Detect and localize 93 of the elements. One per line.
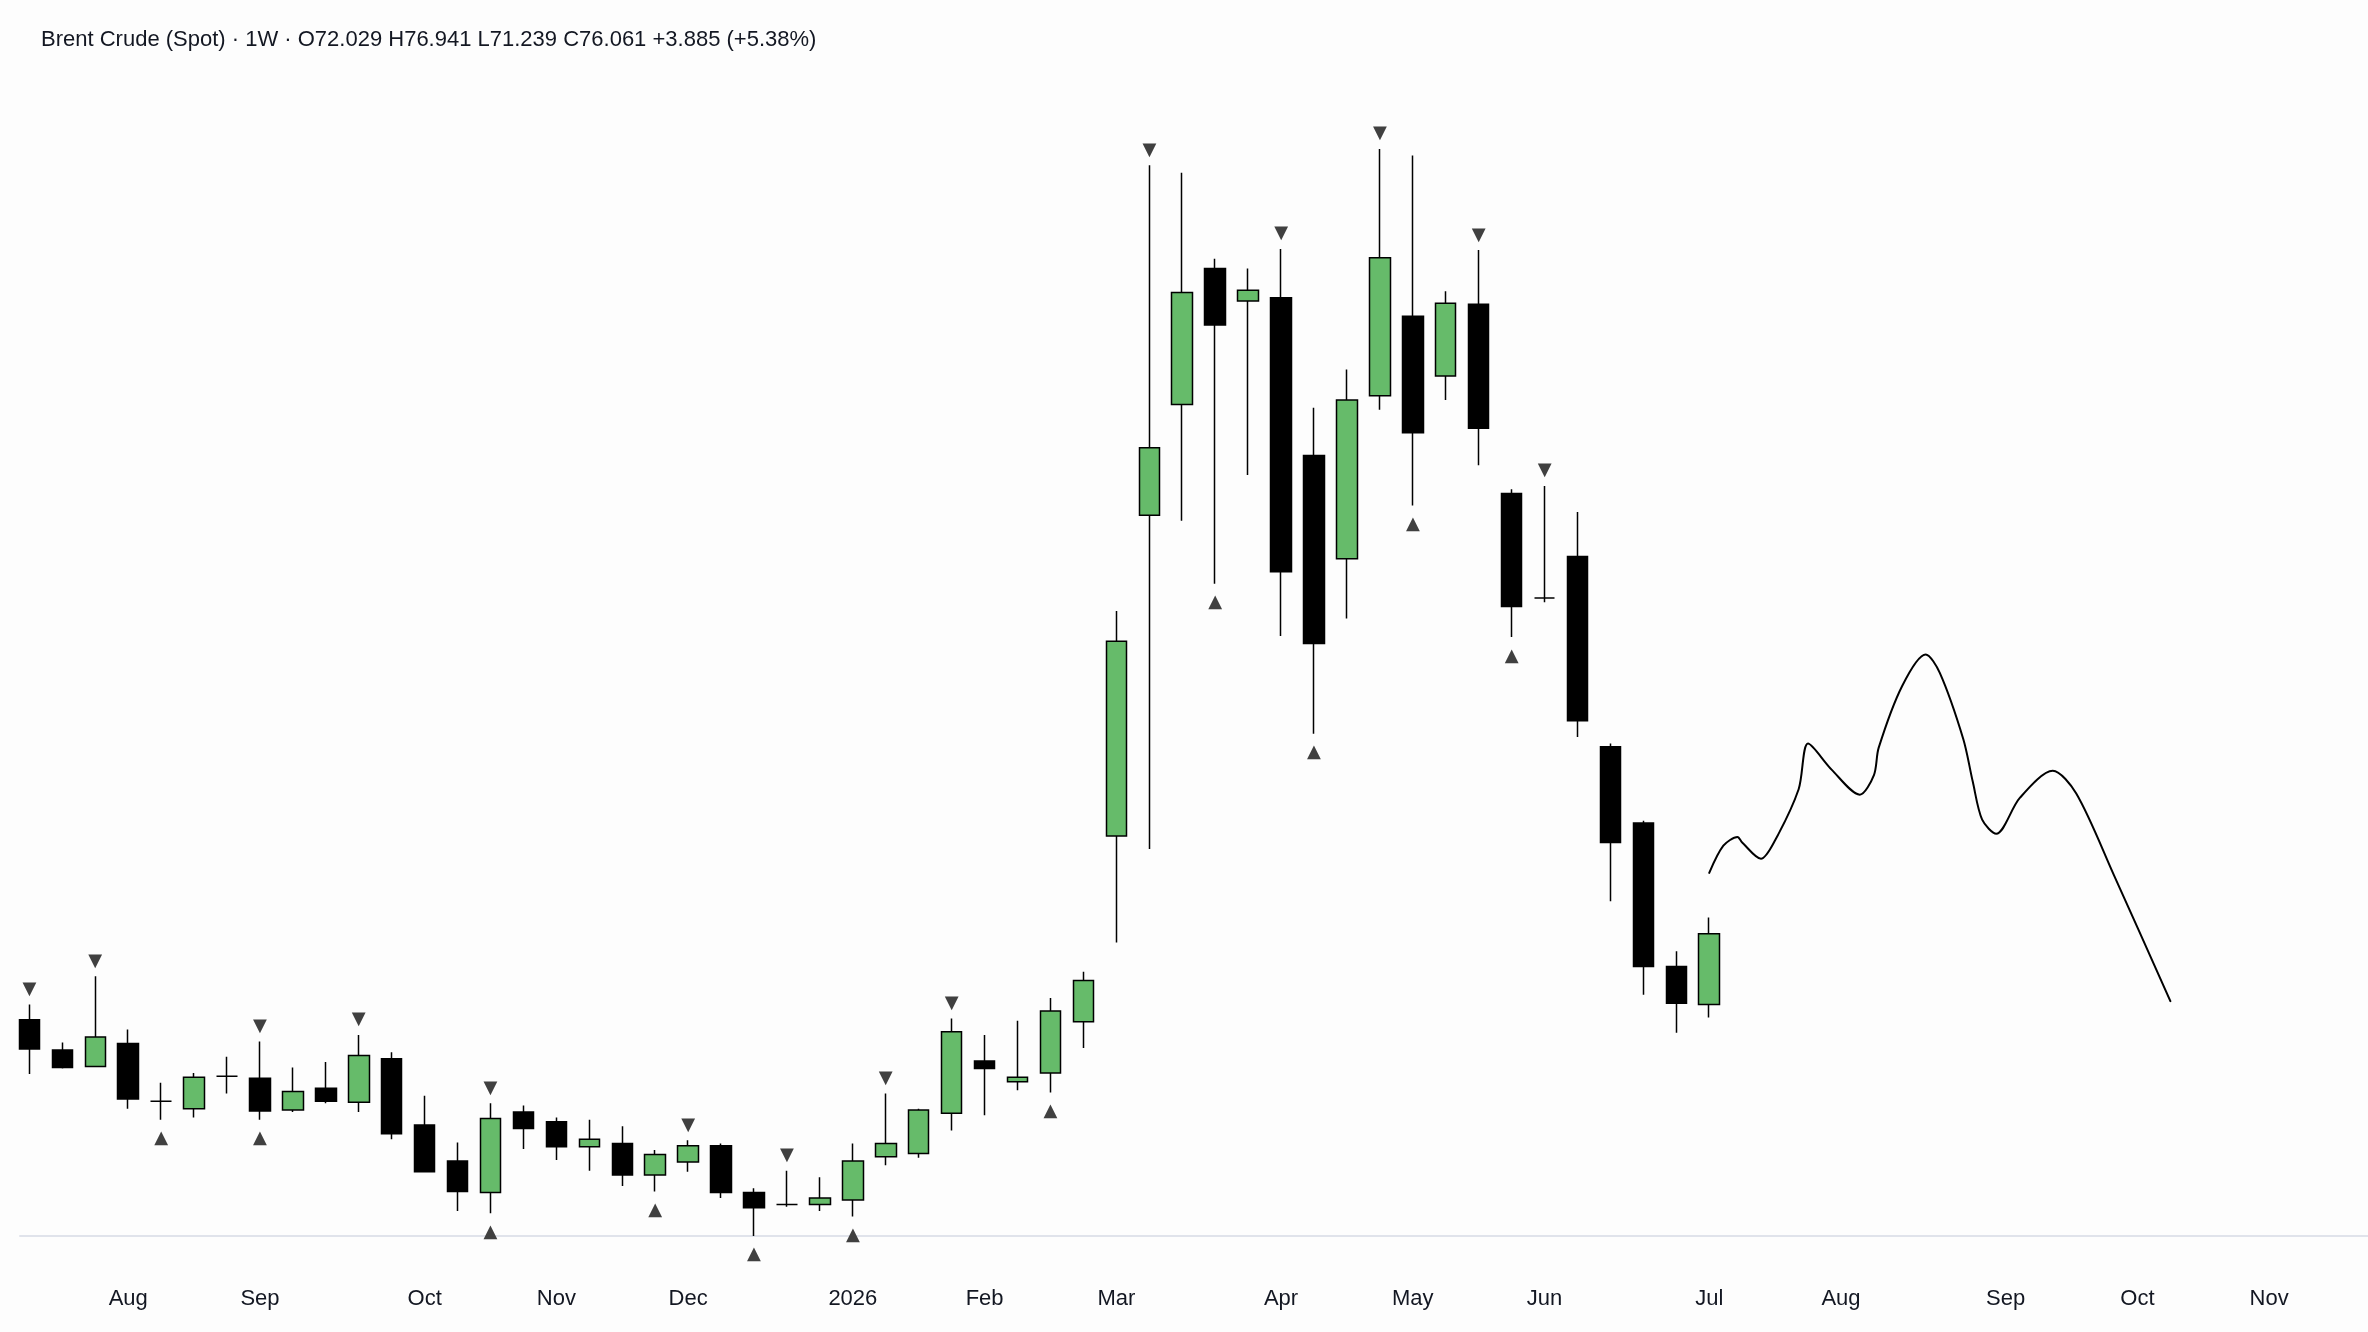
x-tick-label: Nov xyxy=(2249,1284,2289,1310)
x-tick-label: Aug xyxy=(108,1284,148,1310)
candlestick xyxy=(248,1040,272,1121)
candlestick xyxy=(413,1095,436,1173)
candlestick xyxy=(380,1051,403,1140)
x-tick-label: Aug xyxy=(1821,1284,1861,1310)
candlestick xyxy=(1368,148,1392,411)
annotation: ▲ xyxy=(747,1242,762,1264)
candlestick xyxy=(1006,1020,1029,1092)
annotation: ▼ xyxy=(1537,458,1552,480)
candlestick xyxy=(1039,997,1062,1094)
annotation: ▲ xyxy=(253,1126,268,1148)
candlestick xyxy=(215,1055,239,1095)
annotation: ▼ xyxy=(878,1066,893,1088)
candlestick xyxy=(676,1139,700,1173)
annotation: ▼ xyxy=(88,948,103,970)
annotation: ▼ xyxy=(253,1013,268,1035)
candlestick xyxy=(1269,248,1293,637)
candlestick xyxy=(545,1116,568,1161)
annotation: ▲ xyxy=(1208,590,1223,612)
annotation: ▼ xyxy=(1372,121,1387,143)
x-tick-label: 2026 xyxy=(828,1284,878,1310)
annotation: ▲ xyxy=(1043,1099,1058,1120)
candlestick xyxy=(611,1125,634,1187)
candlestick xyxy=(578,1118,601,1172)
candlestick xyxy=(940,1017,963,1132)
candlestick xyxy=(643,1149,667,1193)
x-tick-label: May xyxy=(1392,1284,1434,1310)
candlestick xyxy=(907,1108,930,1159)
annotation: ▼ xyxy=(351,1007,366,1029)
candlestick xyxy=(775,1170,799,1208)
candlestick xyxy=(1236,267,1260,476)
annotation: ▲ xyxy=(154,1126,169,1148)
candlestick xyxy=(1105,610,1128,944)
candlestick xyxy=(1665,950,1688,1034)
x-tick-label: Jul xyxy=(1695,1284,1724,1310)
candlestick xyxy=(874,1092,898,1167)
candlestick xyxy=(973,1034,996,1117)
candlestick xyxy=(116,1028,140,1110)
candlestick xyxy=(18,1003,41,1075)
candlestick xyxy=(1500,488,1523,638)
x-tick-label: Jun xyxy=(1526,1284,1563,1310)
candlestick xyxy=(1302,406,1326,735)
x-tick-label: Feb xyxy=(965,1284,1004,1310)
annotation: ▼ xyxy=(1274,221,1289,243)
x-tick-label: Sep xyxy=(1986,1284,2026,1310)
x-tick-label: Dec xyxy=(668,1284,708,1310)
candlestick xyxy=(347,1034,371,1113)
x-tick-label: Apr xyxy=(1263,1284,1299,1310)
annotation: ▼ xyxy=(681,1112,696,1134)
candlestick xyxy=(1599,742,1622,902)
candlestick xyxy=(1467,249,1490,467)
candlestick xyxy=(1072,971,1095,1049)
candlestick xyxy=(742,1187,766,1237)
annotation: ▼ xyxy=(483,1075,498,1097)
annotation: ▲ xyxy=(648,1197,663,1219)
annotation: ▲ xyxy=(483,1219,498,1241)
annotation: ▼ xyxy=(1471,222,1486,244)
x-tick-label: Nov xyxy=(536,1284,576,1310)
candlestick xyxy=(84,975,107,1068)
annotation: ▲ xyxy=(1307,740,1322,762)
candlestick xyxy=(51,1041,74,1070)
candlestick xyxy=(1697,916,1721,1019)
annotation: ▲ xyxy=(845,1222,860,1244)
annotation: ▼ xyxy=(780,1143,795,1165)
chart-title: Brent Crude (Spot) · 1W · O72.029 H76.941 L71.239 C76.061 +3.885 (+5.38%) xyxy=(41,25,817,51)
x-tick-label: Oct xyxy=(2120,1284,2155,1310)
annotation: ▼ xyxy=(22,976,37,998)
candlestick xyxy=(1335,368,1359,620)
candlestick xyxy=(1566,511,1589,738)
candlestick xyxy=(841,1142,865,1218)
candlestick xyxy=(808,1176,832,1212)
candlestick xyxy=(1203,257,1227,585)
candlestick xyxy=(1434,290,1457,401)
annotation: ▲ xyxy=(1405,511,1420,533)
candlestick xyxy=(1170,172,1194,522)
candlestick xyxy=(479,1102,502,1214)
candlestick xyxy=(512,1104,535,1150)
annotation: ▼ xyxy=(944,991,959,1013)
candlestick xyxy=(1138,164,1161,850)
annotation: ▼ xyxy=(1142,137,1157,159)
candlestick xyxy=(281,1066,305,1113)
annotation: ▲ xyxy=(1504,643,1519,665)
x-tick-label: Oct xyxy=(407,1284,442,1310)
x-tick-label: Mar xyxy=(1097,1284,1136,1310)
candlestick xyxy=(182,1072,206,1119)
candlestick xyxy=(1632,819,1655,996)
candlestick xyxy=(446,1141,469,1212)
x-tick-label: Sep xyxy=(240,1284,280,1310)
candlestick xyxy=(1401,154,1425,507)
candlestick xyxy=(709,1142,733,1199)
candlestick xyxy=(314,1061,338,1105)
candlestick xyxy=(149,1081,173,1121)
